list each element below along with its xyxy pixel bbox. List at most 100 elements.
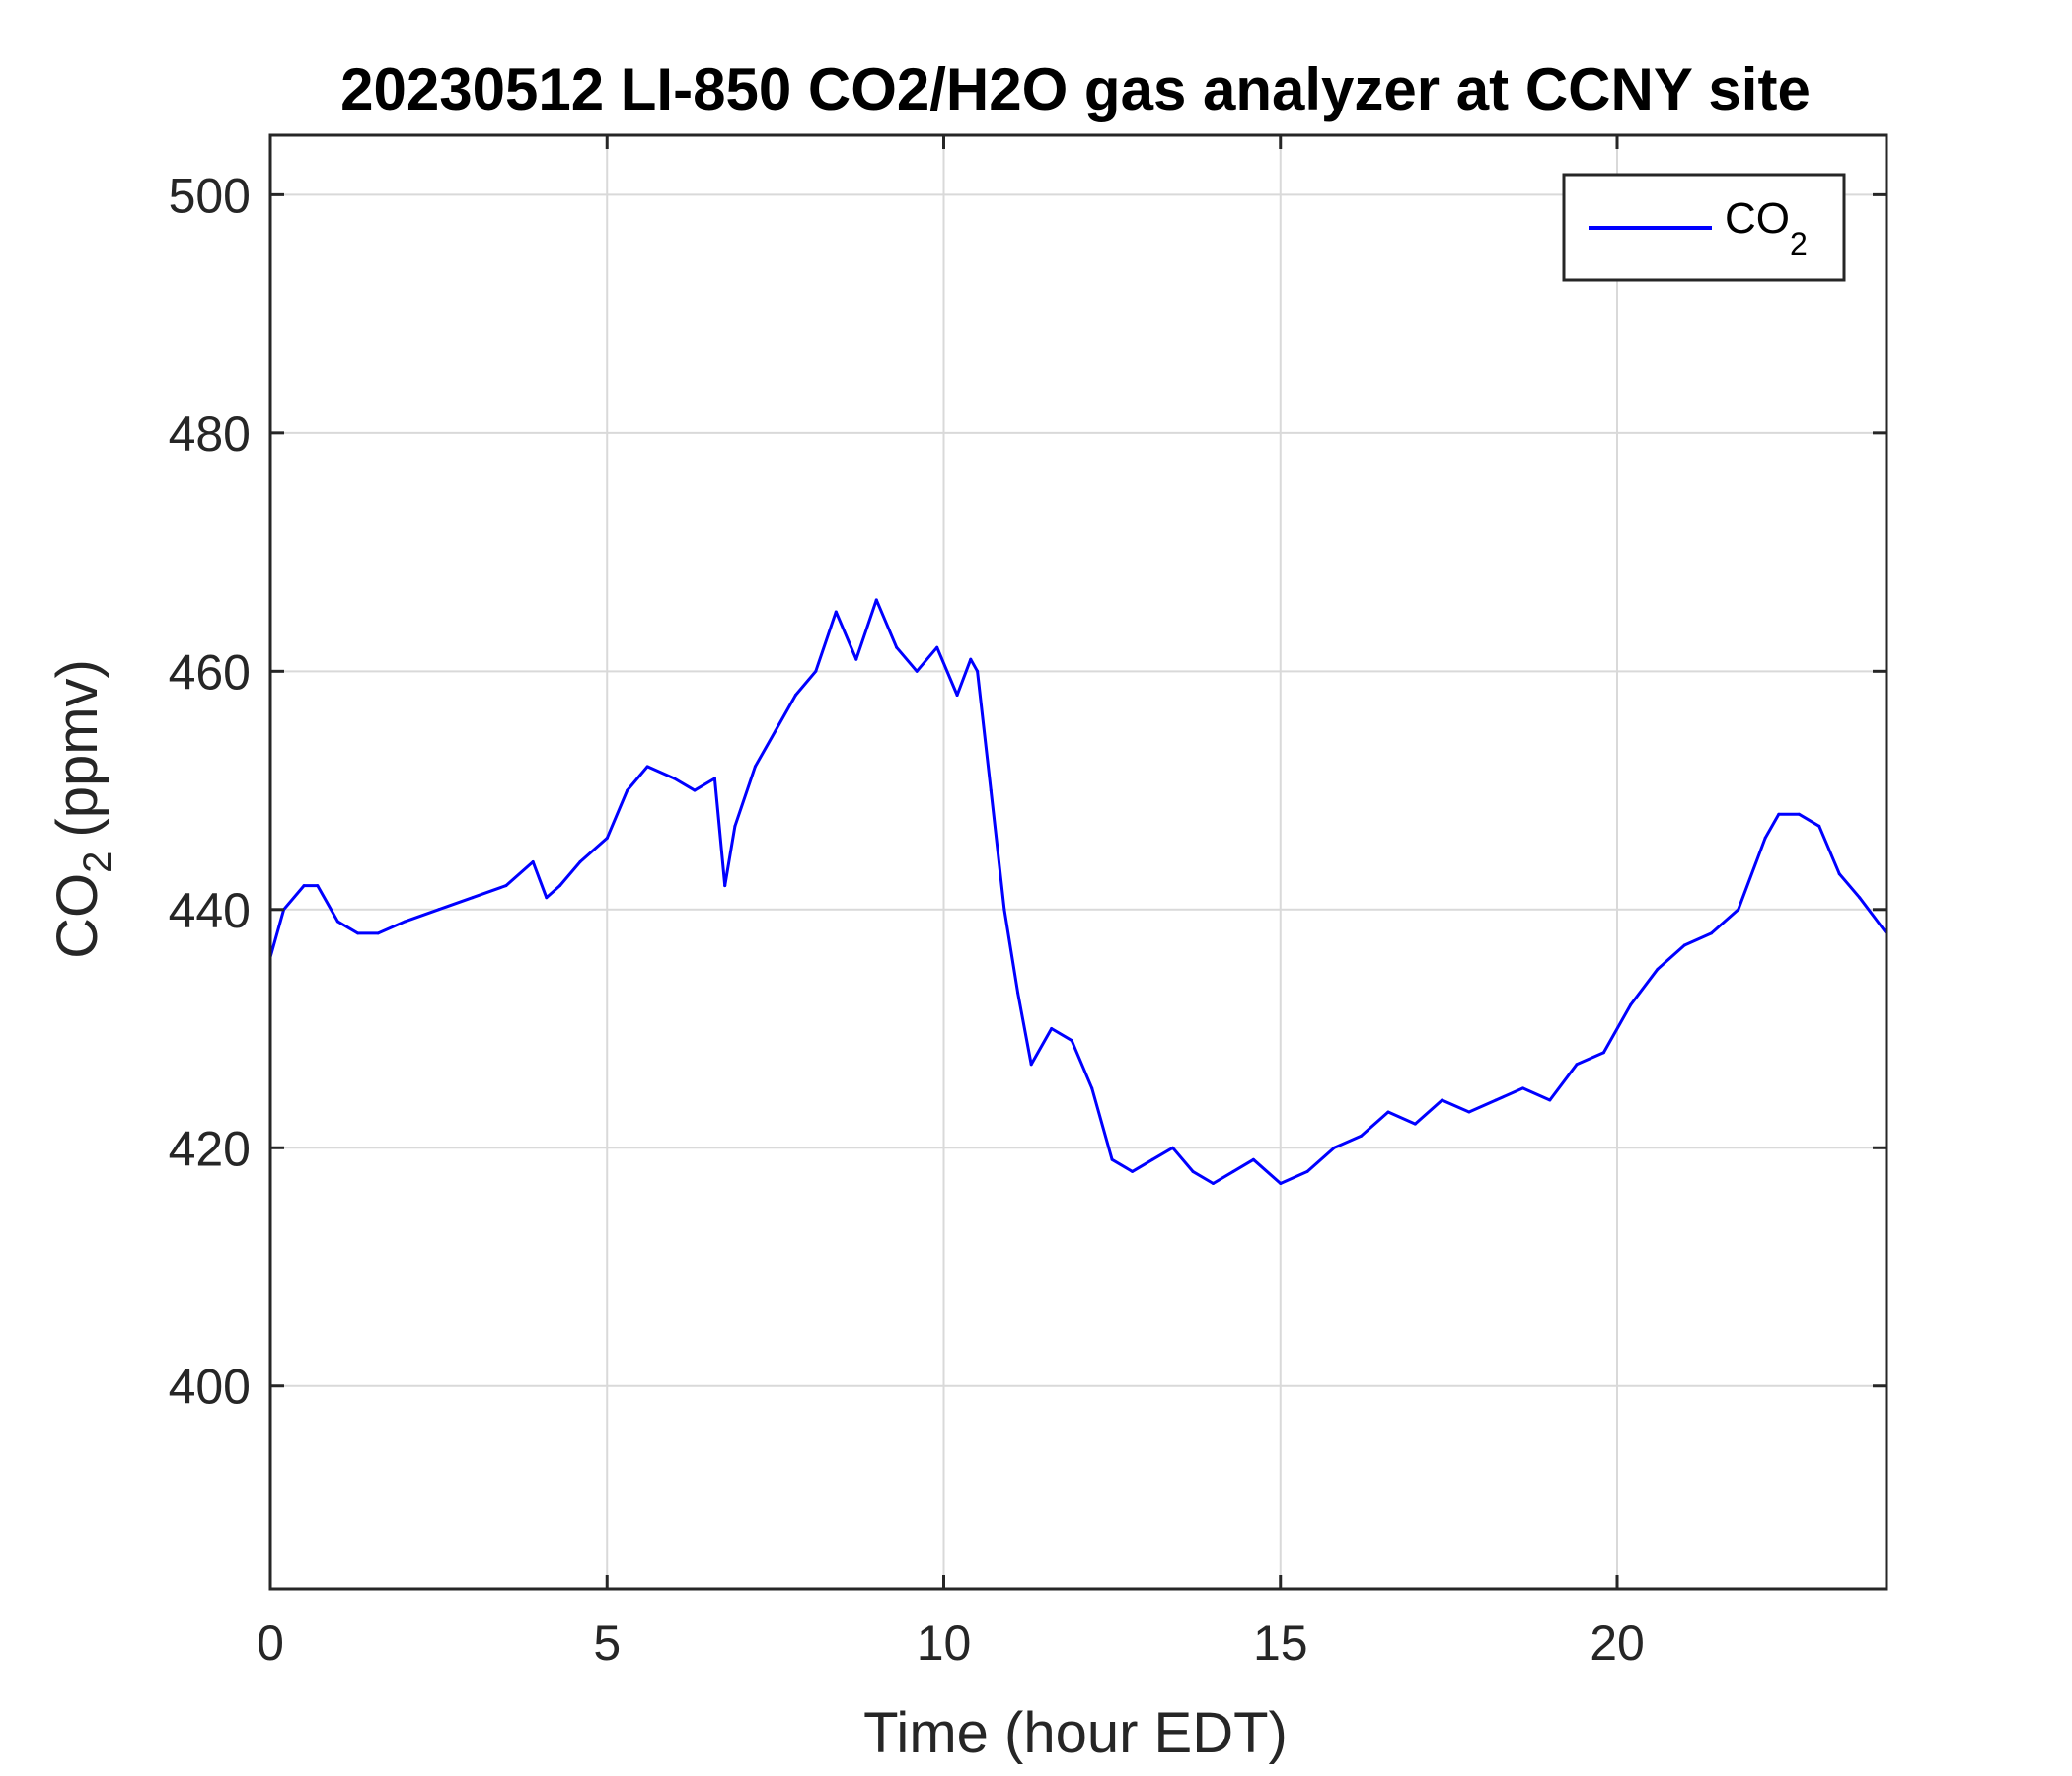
y-tick-label: 500 [169,168,251,223]
co2-data-point [1305,1169,1309,1173]
co2-data-point [1110,1157,1114,1161]
y-tick-labels: 400 420 440 460 480 500 [169,168,251,1414]
co2-data-point [1601,1051,1605,1055]
co2-data-point [1279,1182,1283,1185]
x-tick-label: 15 [1253,1615,1308,1670]
co2-data-point [437,908,441,912]
co2-data-point [1171,1146,1175,1149]
co2-data-point [1251,1157,1255,1161]
co2-data-point [854,657,858,661]
y-tick-label: 480 [169,407,251,462]
co2-data-point [935,645,939,649]
co2-data-point [774,729,777,733]
co2-data-point [1763,836,1767,840]
co2-data-point [356,931,360,935]
co2-data-point [471,896,475,900]
y-tick-label: 460 [169,644,251,700]
y-tick-label: 440 [169,883,251,938]
co2-data-point [1090,1086,1094,1090]
y-axis-title-subscript: 2 [76,851,119,873]
co2-data-point [1797,812,1801,816]
x-tick-label: 10 [917,1615,972,1670]
co2-data-point [645,765,649,769]
co2-data-point [874,598,878,602]
co2-data-point [955,694,959,697]
co2-data-point [1360,1134,1364,1138]
co2-data-point [1212,1182,1215,1185]
series-layer [268,598,1888,1185]
co2-data-point [1231,1169,1235,1173]
co2-data-point [1070,1039,1073,1043]
co2-data-point [1656,967,1660,971]
co2-data-point [1858,896,1862,900]
co2-data-point [733,824,737,828]
co2-data-point [376,931,380,935]
co2-data-point [1002,908,1006,912]
co2-data-point [1837,872,1841,876]
co2-series-line [268,598,1888,1185]
plot-area-frame [268,133,1888,1591]
co2-data-point [673,777,676,780]
legend-label-main: CO [1725,194,1790,243]
co2-data-point [1332,1146,1336,1149]
legend-label-subscript: 2 [1790,226,1808,261]
co2-data-point [1029,1063,1033,1067]
co2-data-point [1521,1086,1524,1090]
x-tick-label: 0 [257,1615,284,1670]
co2-data-point [1131,1169,1135,1173]
co2-data-point [1494,1098,1498,1102]
legend: CO2 [1562,173,1846,282]
co2-data-point [793,694,797,697]
co2-data-point [545,896,549,900]
chart-title: 20230512 LI-850 CO2/H2O gas analyzer at … [340,56,1811,122]
co2-data-point [915,669,919,673]
co2-data-point [1777,812,1781,816]
co2-data-point [1682,943,1686,947]
y-tick-label: 420 [169,1121,251,1176]
co2-data-point [1548,1098,1552,1102]
co2-data-point [723,884,727,888]
legend-label-co2: CO2 [1725,194,1808,261]
x-axis-title: Time (hour EDT) [863,1701,1288,1765]
co2-data-point [404,920,407,924]
x-tick-label: 20 [1590,1615,1645,1670]
co2-data-point [989,788,993,792]
co2-data-point [605,836,609,840]
co2-data-point [1441,1098,1443,1102]
co2-data-point [1710,931,1713,935]
co2-data-point [1737,908,1740,912]
y-axis-title-units: (ppmv) [45,659,110,837]
co2-data-point [895,645,899,649]
co2-data-point [1016,991,1020,995]
co2-data-point [1191,1169,1195,1173]
y-axis-title: CO2 (ppmv) [45,659,119,959]
x-tick-labels: 0 5 10 15 20 [257,1615,1645,1670]
co2-data-point [969,657,973,661]
grid-lines [269,135,1887,1589]
co2-data-point [1467,1110,1471,1114]
co2-data-point [814,669,818,673]
y-axis-title-main: CO [45,873,110,959]
co2-data-point [302,884,306,888]
co2-data-point [1629,1002,1633,1006]
co2-data-point [316,884,320,888]
co2-data-point [712,777,716,780]
co2-data-point [1386,1110,1390,1114]
co2-data-point [558,884,561,888]
co2-data-point [976,669,980,673]
co2-data-point [335,920,339,924]
co2-data-point [1150,1157,1154,1161]
x-tick-label: 5 [593,1615,621,1670]
co2-data-point [1817,824,1821,828]
co2-data-point [693,788,697,792]
co2-data-point [531,860,535,863]
co2-data-point [1050,1027,1054,1030]
co2-data-point [504,884,508,888]
co2-data-point [626,788,629,792]
y-tick-label: 400 [169,1360,251,1415]
co2-data-point [1413,1122,1417,1126]
tick-marks [268,135,1887,1589]
co2-data-point [1575,1063,1579,1067]
co2-data-point [753,765,757,769]
